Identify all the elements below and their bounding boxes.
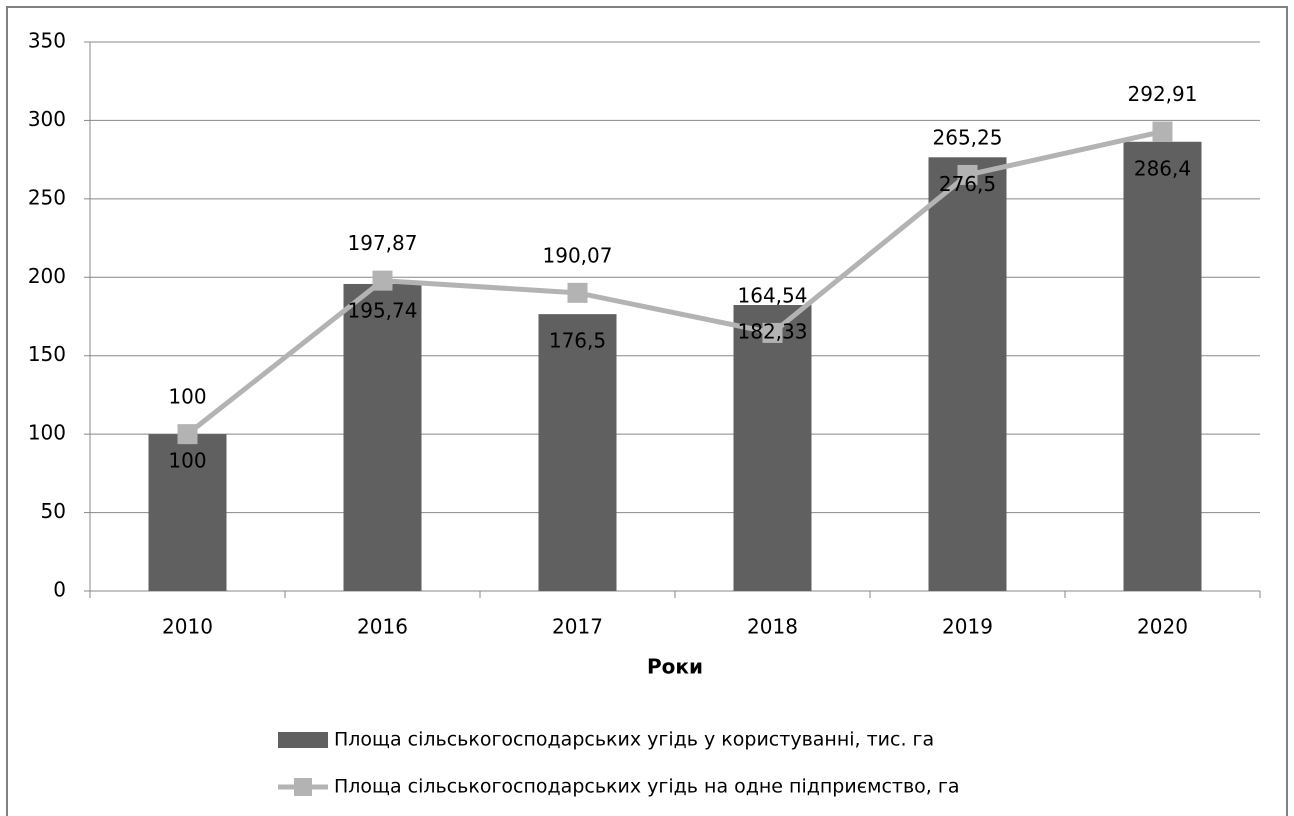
data-label: 265,25 (933, 125, 1003, 149)
y-tick-label: 350 (28, 29, 66, 53)
y-tick-label: 200 (28, 264, 66, 288)
line-marker (177, 424, 198, 445)
x-tick-label: 2019 (942, 615, 993, 639)
y-tick-label: 100 (28, 421, 66, 445)
data-label: 176,5 (549, 329, 606, 353)
bar (538, 314, 617, 591)
data-label: 182,33 (738, 320, 808, 344)
bar (733, 305, 812, 591)
legend-label: Площа сільськогосподарських угідь на одн… (334, 776, 960, 798)
x-axis-title: Роки (647, 655, 703, 679)
line-marker (567, 282, 588, 303)
legend-swatch (294, 778, 312, 796)
line-marker (372, 270, 393, 291)
y-tick-label: 0 (53, 578, 66, 602)
bar (343, 283, 422, 591)
y-tick-label: 150 (28, 342, 66, 366)
bar (148, 434, 227, 591)
line-marker (762, 322, 783, 343)
data-label: 100 (168, 385, 206, 409)
x-tick-label: 2017 (552, 615, 603, 639)
x-tick-label: 2018 (747, 615, 798, 639)
y-tick-label: 250 (28, 185, 66, 209)
bar (928, 157, 1007, 592)
x-tick-label: 2020 (1137, 615, 1188, 639)
data-label: 286,4 (1134, 156, 1191, 180)
y-tick-label: 50 (41, 499, 66, 523)
data-label: 197,87 (348, 231, 418, 255)
data-label: 195,74 (348, 298, 418, 322)
x-tick-label: 2010 (162, 615, 213, 639)
legend-swatch (278, 732, 328, 748)
legend-label: Площа сільськогосподарських угідь у кори… (334, 729, 934, 751)
data-label: 164,54 (738, 283, 808, 307)
data-label: 276,5 (939, 172, 996, 196)
bar (1123, 141, 1202, 591)
line-marker (1152, 121, 1173, 142)
y-tick-label: 300 (28, 107, 66, 131)
chart-border (6, 6, 1288, 816)
line-marker (957, 164, 978, 185)
data-label: 190,07 (543, 243, 613, 267)
x-tick-label: 2016 (357, 615, 408, 639)
line (185, 129, 1164, 437)
data-label: 292,91 (1128, 82, 1198, 106)
data-label: 100 (168, 449, 206, 473)
